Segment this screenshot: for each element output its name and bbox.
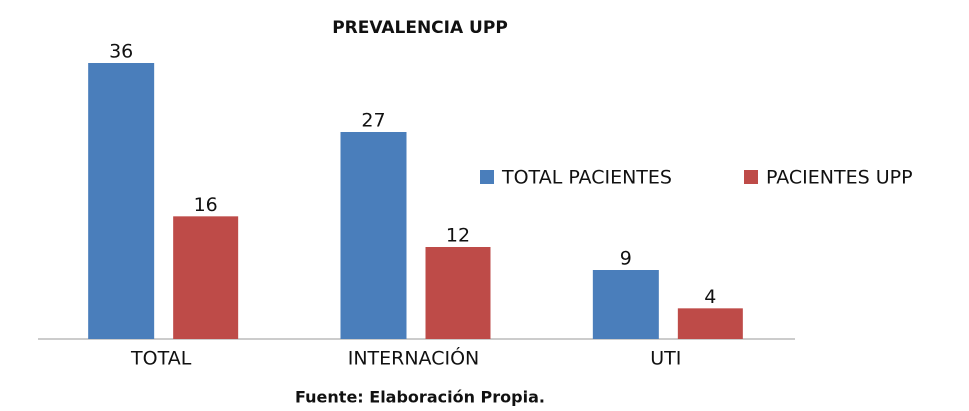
bar — [425, 247, 491, 339]
value-label: 9 — [620, 248, 632, 270]
bar — [173, 216, 239, 339]
x-tick-label: UTI — [650, 348, 681, 370]
value-label: 27 — [361, 110, 385, 132]
x-tick-label: INTERNACIÓN — [348, 346, 480, 370]
value-label: 12 — [446, 225, 470, 247]
legend-swatch — [480, 170, 494, 184]
legend-label: PACIENTES UPP — [766, 167, 913, 189]
legend-swatch — [744, 170, 758, 184]
bar — [677, 308, 743, 339]
value-label: 36 — [109, 41, 133, 63]
bar — [592, 270, 659, 339]
bar — [340, 132, 407, 339]
bar — [88, 63, 155, 339]
value-label: 4 — [704, 286, 716, 308]
x-tick-label: TOTAL — [130, 348, 192, 370]
chart-title: PREVALENCIA UPP — [332, 18, 508, 38]
value-label: 16 — [194, 194, 218, 216]
legend-label: TOTAL PACIENTES — [501, 167, 672, 189]
source-note: Fuente: Elaboración Propia. — [295, 388, 545, 407]
